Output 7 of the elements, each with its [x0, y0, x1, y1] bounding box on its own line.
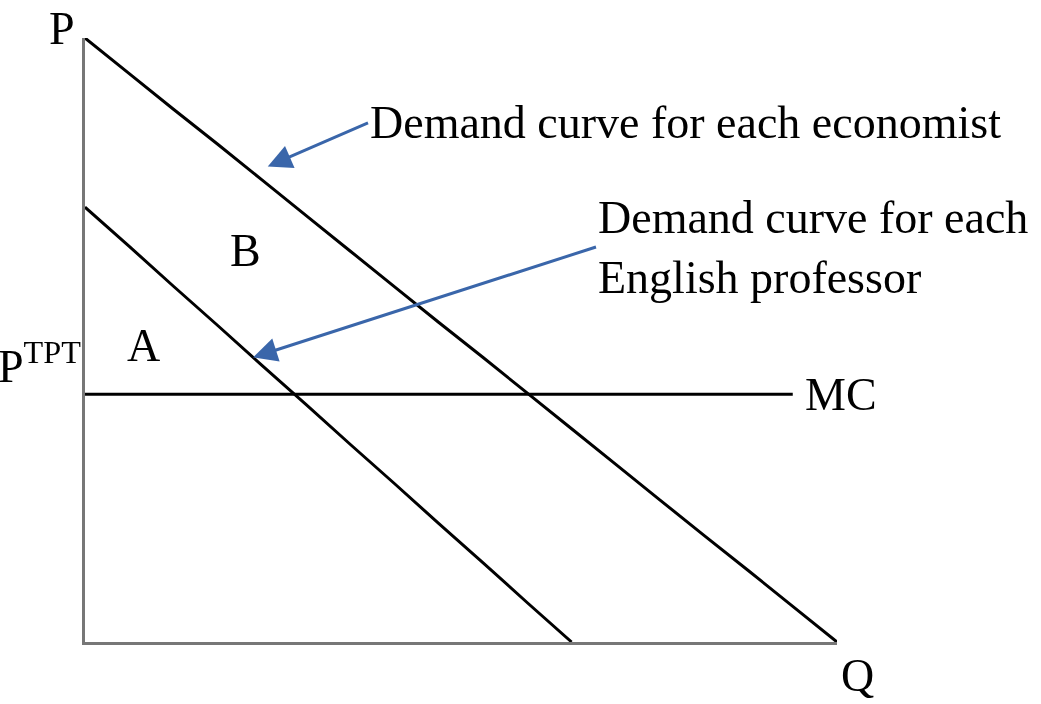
- annotation: B: [230, 225, 261, 276]
- annotation: A: [127, 320, 161, 371]
- text: Demand curve for each English professor: [598, 192, 1029, 303]
- text: Demand curve for each economist: [370, 97, 1002, 148]
- series-label: MC: [805, 369, 877, 420]
- x-axis-title: Q: [841, 650, 875, 701]
- y-axis-title: P: [49, 3, 75, 54]
